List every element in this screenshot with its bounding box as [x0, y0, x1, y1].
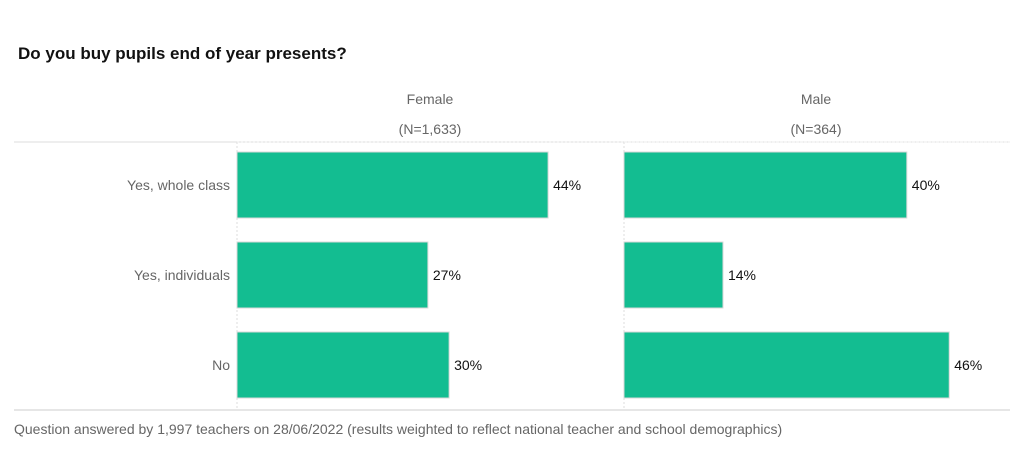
bar-male-2 [623, 331, 950, 399]
data-label: 14% [728, 267, 756, 283]
bar-male-0 [623, 151, 908, 219]
category-label: No [212, 357, 230, 373]
panel-n-male: (N=364) [790, 121, 842, 137]
bar-female-0 [236, 151, 549, 219]
footnote: Question answered by 1,997 teachers on 2… [14, 421, 783, 437]
bar-female-1 [236, 241, 429, 309]
bar-male-1 [623, 241, 724, 309]
panel-n-female: (N=1,633) [398, 121, 462, 137]
data-label: 44% [553, 177, 581, 193]
panel-header-female: Female [406, 91, 454, 107]
category-label: Yes, whole class [127, 177, 230, 193]
panel-header-male: Male [800, 91, 832, 107]
data-label: 40% [912, 177, 940, 193]
category-label: Yes, individuals [134, 267, 230, 283]
data-label: 46% [954, 357, 982, 373]
bar-female-2 [236, 331, 450, 399]
data-label: 27% [433, 267, 461, 283]
chart-title: Do you buy pupils end of year presents? [18, 44, 347, 63]
data-label: 30% [454, 357, 482, 373]
